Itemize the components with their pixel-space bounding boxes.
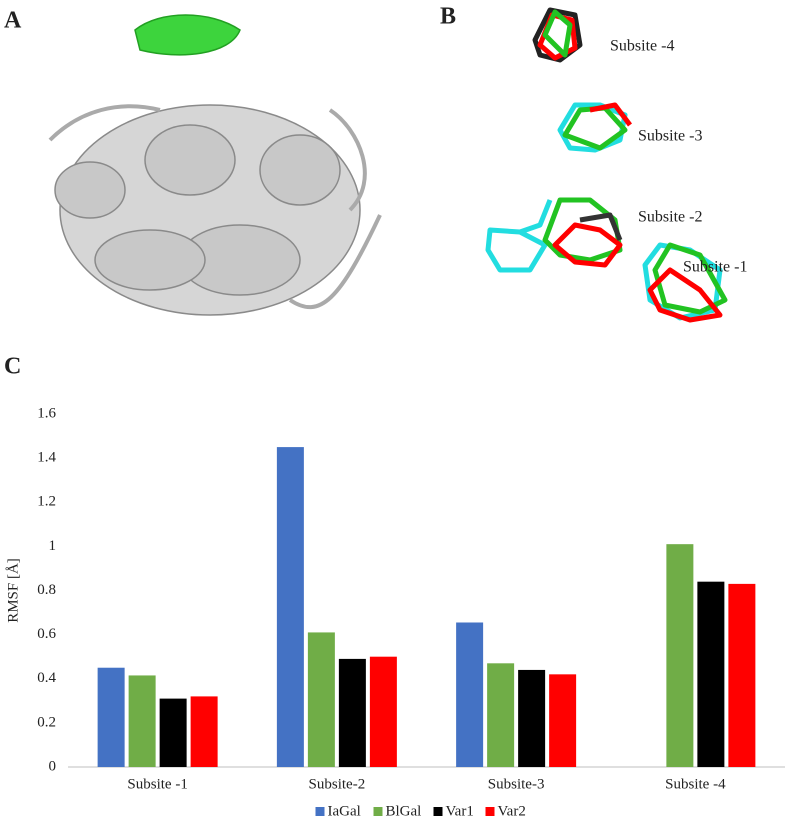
bar xyxy=(307,632,335,767)
bar xyxy=(338,658,366,767)
y-axis-label: RMSF [Å] xyxy=(5,558,21,623)
legend-swatch xyxy=(373,807,383,816)
structure-label: Subsite -1 xyxy=(683,259,747,276)
y-tick-label: 1.2 xyxy=(37,494,56,510)
bar xyxy=(456,622,484,767)
x-tick-label: Subsite -4 xyxy=(665,776,726,792)
structure-label: Subsite -3 xyxy=(638,128,702,145)
bar xyxy=(666,544,694,767)
bar xyxy=(549,674,577,767)
legend-swatch xyxy=(485,807,495,816)
bar xyxy=(487,663,515,767)
bar xyxy=(518,669,546,767)
x-tick-label: Subsite-3 xyxy=(488,776,545,792)
bar xyxy=(697,581,725,767)
panel-label: A xyxy=(4,8,22,34)
panel-label: C xyxy=(4,354,21,380)
legend-label: IaGal xyxy=(328,803,361,819)
legend-label: BlGal xyxy=(386,803,422,819)
bar xyxy=(728,583,756,767)
legend-label: Var1 xyxy=(446,803,474,819)
x-tick-label: Subsite-2 xyxy=(309,776,366,792)
bar xyxy=(190,696,218,767)
ligand-structures xyxy=(485,7,728,323)
bar-chart: RMSF [Å] 0 0.2 0.4 0.6 0.8 1 1.2 1.4 1.6 Subsite -… xyxy=(5,405,785,819)
legend-swatch xyxy=(315,807,325,816)
y-tick-label: 0.2 xyxy=(37,714,56,730)
bar xyxy=(128,675,156,767)
bar xyxy=(159,698,187,767)
structure-label: Subsite -2 xyxy=(638,209,702,226)
bar xyxy=(369,656,397,767)
y-tick-label: 0.4 xyxy=(37,670,56,686)
legend-label: Var2 xyxy=(498,803,526,819)
bar xyxy=(276,447,304,767)
legend-swatch xyxy=(433,807,443,816)
y-tick-label: 1 xyxy=(49,538,57,554)
y-tick-label: 1.4 xyxy=(37,450,56,466)
x-tick-label: Subsite -1 xyxy=(127,776,187,792)
protein-cartoon xyxy=(48,14,382,316)
y-tick-label: 1.6 xyxy=(37,405,56,421)
structure-label: Subsite -4 xyxy=(610,38,674,55)
panel-label: B xyxy=(440,4,456,30)
bar xyxy=(97,667,125,767)
y-tick-label: 0.6 xyxy=(37,626,56,642)
y-tick-label: 0 xyxy=(49,758,57,774)
y-tick-label: 0.8 xyxy=(37,582,56,598)
